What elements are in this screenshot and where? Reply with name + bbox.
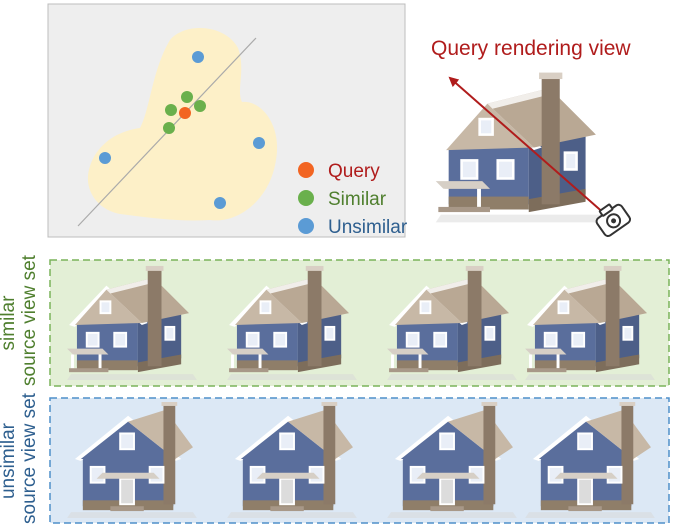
similar-set-label-line2: source view set: [19, 255, 40, 386]
unsimilar-point: [99, 152, 111, 164]
unsimilar-point: [253, 137, 265, 149]
camera-icon: [595, 203, 632, 238]
similar-set-label: similar source view set: [0, 255, 40, 386]
legend-similar-label: Similar: [328, 189, 387, 210]
legend-unsimilar-marker: [298, 218, 314, 234]
legend-similar-marker: [298, 190, 314, 206]
view-direction-arrow: [448, 76, 607, 216]
similar-set-label-line1: similar: [0, 295, 19, 351]
house-icon: [434, 71, 608, 224]
unsimilar-point: [214, 197, 226, 209]
unsimilar-point: [192, 51, 204, 63]
legend-unsimilar-label: Unsimilar: [328, 217, 408, 238]
legend: Query Similar Unsimilar: [298, 161, 408, 238]
similarity-region: [87, 28, 278, 221]
similar-point: [163, 122, 175, 134]
query-point: [179, 107, 191, 119]
similar-point: [194, 100, 206, 112]
legend-query-label: Query: [328, 161, 380, 182]
query-view-title: Query rendering view: [431, 37, 631, 60]
similar-point: [181, 91, 193, 103]
unsimilar-set-label-line2: source view set: [19, 393, 40, 524]
unsimilar-set-label: unsimilar source view set: [0, 393, 40, 524]
similar-point: [165, 104, 177, 116]
unsimilar-set-label-line1: unsimilar: [0, 422, 19, 500]
embedding-plot: Query Similar Unsimilar: [47, 3, 408, 238]
legend-query-marker: [298, 162, 314, 178]
